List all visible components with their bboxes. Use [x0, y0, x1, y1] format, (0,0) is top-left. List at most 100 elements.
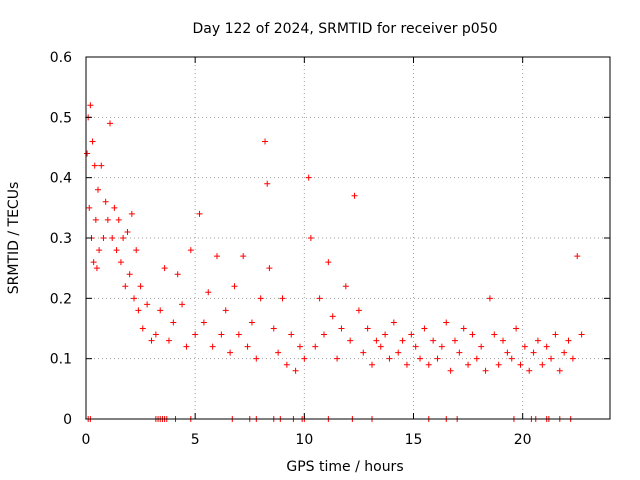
y-tick-label: 0.3 [50, 231, 72, 247]
data-point [131, 295, 138, 302]
data-point [126, 271, 133, 278]
data-point [320, 331, 327, 338]
data-point [517, 361, 524, 368]
data-point [128, 210, 135, 217]
data-point [196, 210, 203, 217]
data-point [111, 204, 118, 211]
data-point [364, 325, 371, 332]
data-point [443, 319, 450, 326]
data-point [430, 337, 437, 344]
data-point [209, 343, 216, 350]
data-point [325, 259, 332, 266]
data-point [95, 186, 102, 193]
data-point [161, 265, 168, 272]
data-point [495, 361, 502, 368]
axis-ticks [85, 56, 610, 420]
data-point [395, 349, 402, 356]
data-point [296, 343, 303, 350]
data-point [334, 355, 341, 362]
data-point [460, 325, 467, 332]
data-point [275, 349, 282, 356]
data-point [152, 331, 159, 338]
data-point [104, 216, 111, 223]
data-point [148, 337, 155, 344]
data-point [91, 162, 98, 169]
data-point [425, 361, 432, 368]
data-point [301, 355, 308, 362]
data-point [408, 331, 415, 338]
data-point [316, 295, 323, 302]
data-point [98, 162, 105, 169]
data-point [556, 367, 563, 374]
data-point [87, 102, 94, 109]
data-point [157, 307, 164, 314]
y-tick-label: 0.4 [50, 171, 72, 187]
data-point [283, 361, 290, 368]
data-point [307, 235, 314, 241]
data-point [500, 337, 507, 344]
data-point [486, 295, 493, 302]
data-point [135, 307, 142, 314]
data-point [382, 331, 389, 338]
data-point [451, 337, 458, 344]
data-point [465, 361, 472, 368]
data-point [355, 307, 362, 314]
data-point [262, 138, 269, 145]
data-point [170, 319, 177, 326]
data-point [552, 331, 559, 338]
data-point [222, 307, 229, 314]
data-point [578, 331, 585, 338]
data-point [534, 337, 541, 344]
data-point [264, 180, 271, 187]
data-point [456, 349, 463, 356]
data-point [386, 355, 393, 362]
data-point [373, 337, 380, 344]
data-point [390, 319, 397, 326]
data-point [347, 337, 354, 344]
data-point [574, 253, 581, 260]
data-point [399, 337, 406, 344]
data-point [187, 247, 194, 254]
data-point [122, 283, 129, 290]
x-tick-label: 20 [514, 432, 532, 448]
data-point [338, 325, 345, 332]
y-tick-label: 0.2 [50, 291, 72, 307]
data-point [115, 216, 122, 223]
data-point [102, 198, 109, 205]
chart-title: Day 122 of 2024, SRMTID for receiver p05… [192, 21, 497, 37]
data-point [491, 331, 498, 338]
data-point [231, 283, 238, 290]
data-point [342, 283, 349, 290]
data-point [124, 228, 131, 235]
data-point [109, 235, 116, 241]
data-point [244, 343, 251, 350]
data-point [351, 192, 358, 199]
x-tick-label: 10 [295, 432, 313, 448]
data-point [84, 150, 91, 157]
data-point [179, 301, 186, 308]
data-point [526, 367, 533, 374]
data-point [561, 349, 568, 356]
y-tick-label: 0.5 [50, 110, 72, 126]
data-point [521, 343, 528, 350]
data-point [478, 343, 485, 350]
data-point [417, 355, 424, 362]
data-point [329, 313, 336, 320]
x-axis-label: GPS time / hours [286, 459, 403, 475]
data-point [113, 247, 120, 254]
data-point [270, 325, 277, 332]
data-point [369, 361, 376, 368]
data-point [434, 355, 441, 362]
data-point [144, 301, 151, 308]
data-point [137, 283, 144, 290]
y-tick-label: 0.6 [50, 50, 72, 66]
data-points [84, 102, 585, 422]
data-point [438, 343, 445, 350]
data-point [539, 361, 546, 368]
data-point [292, 367, 299, 374]
grid-lines [86, 57, 610, 419]
data-point [312, 343, 319, 350]
data-point [253, 355, 260, 362]
data-point [139, 325, 146, 332]
data-point [530, 349, 537, 356]
